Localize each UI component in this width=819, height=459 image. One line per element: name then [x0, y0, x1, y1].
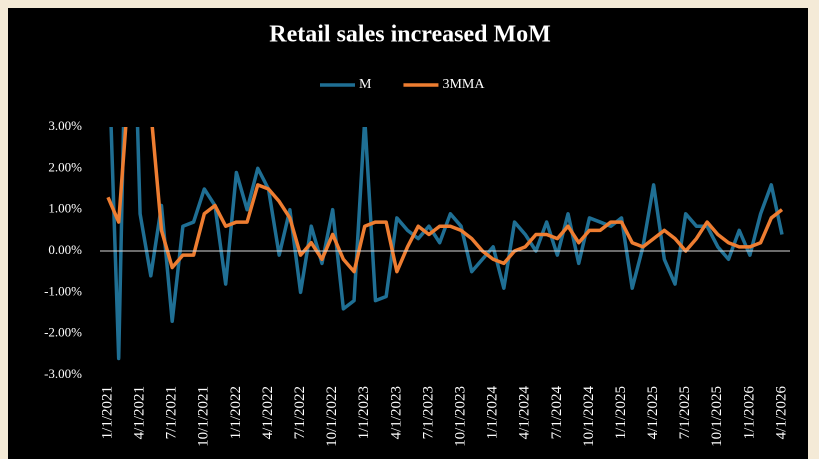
x-tick-label: 10/1/2022	[324, 386, 340, 447]
y-tick-label: -3.00%	[44, 366, 82, 381]
x-tick-label: 7/1/2021	[164, 386, 180, 439]
plot-area	[106, 127, 784, 361]
x-tick-label: 4/1/2025	[645, 386, 661, 439]
legend-label: 3MMA	[442, 77, 485, 92]
y-tick-label: 0.00%	[48, 242, 82, 257]
x-tick-label: 7/1/2025	[677, 386, 693, 439]
series-line	[109, 127, 784, 361]
x-tick-label: 4/1/2022	[260, 386, 276, 439]
chart-background	[8, 8, 808, 459]
x-tick-label: 10/1/2023	[452, 386, 468, 447]
y-tick-label: 1.00%	[48, 201, 82, 216]
x-tick-label: 1/1/2024	[485, 386, 501, 440]
x-tick-label: 4/1/2026	[773, 386, 789, 440]
legend-label: M	[359, 77, 372, 92]
x-tick-label: 7/1/2024	[549, 386, 565, 440]
x-tick-label: 7/1/2023	[420, 386, 436, 439]
chart-title: Retail sales increased MoM	[269, 22, 551, 48]
x-tick-label: 1/1/2023	[356, 386, 372, 439]
series-line	[106, 127, 784, 274]
y-tick-label: -1.00%	[44, 283, 82, 298]
x-tick-label: 1/1/2026	[741, 386, 757, 440]
x-tick-label: 1/1/2022	[228, 386, 244, 439]
x-tick-label: 4/1/2021	[132, 386, 148, 439]
y-tick-label: 3.00%	[48, 118, 82, 133]
x-tick-label: 1/1/2025	[613, 386, 629, 439]
x-tick-label: 4/1/2024	[517, 386, 533, 440]
x-tick-label: 10/1/2025	[709, 386, 725, 447]
y-tick-label: 2.00%	[48, 159, 82, 174]
x-tick-label: 7/1/2022	[292, 386, 308, 439]
x-tick-label: 4/1/2023	[388, 386, 404, 439]
y-tick-label: -2.00%	[44, 325, 82, 340]
x-tick-label: 10/1/2021	[196, 386, 212, 447]
x-tick-label: 1/1/2021	[99, 386, 115, 439]
x-tick-label: 10/1/2024	[581, 386, 597, 447]
